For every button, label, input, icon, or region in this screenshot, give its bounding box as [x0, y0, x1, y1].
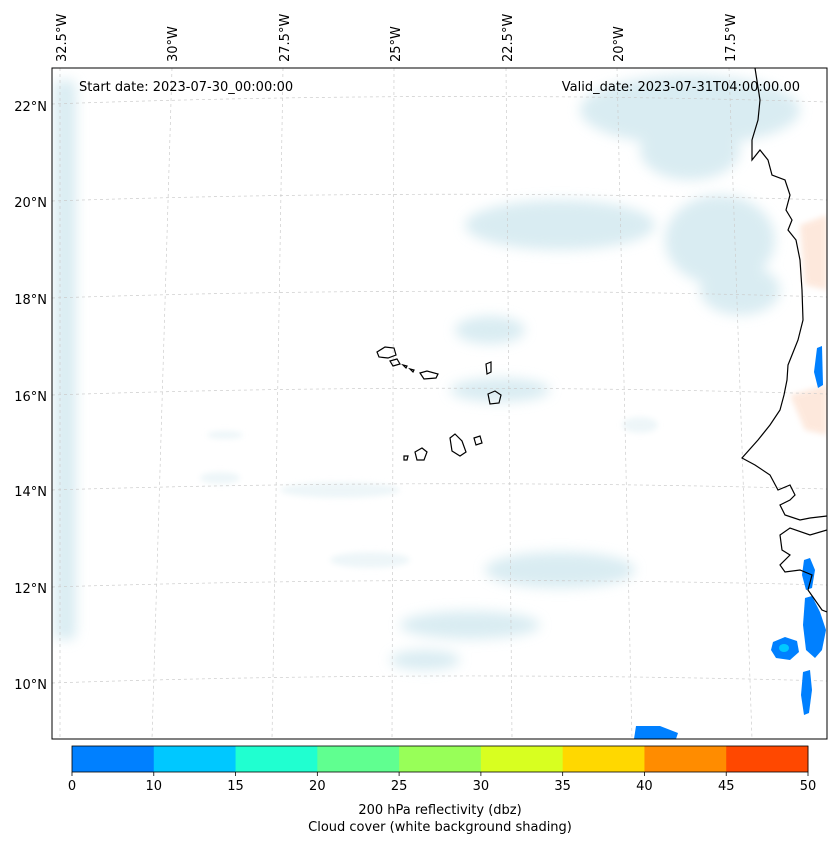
- africa-coastline: [741, 68, 827, 521]
- lat-label: 14°N: [14, 485, 47, 500]
- start-date-label: Start date: 2023-07-30_00:00:00: [79, 80, 293, 95]
- land-shading: [790, 215, 827, 435]
- colorbar-swatch: [644, 746, 727, 772]
- lon-label: 27.5°W: [278, 14, 293, 62]
- colorbar-swatch: [562, 746, 645, 772]
- colorbar-tick-label: 15: [227, 779, 244, 794]
- colorbar-tick-label: 25: [391, 779, 408, 794]
- lat-label: 16°N: [14, 390, 47, 405]
- cloud-cover-light: [200, 417, 658, 568]
- colorbar-tick-label: 10: [146, 779, 163, 794]
- colorbar-frame: [71, 745, 809, 773]
- lon-label: 32.5°W: [55, 14, 70, 62]
- colorbar-swatch: [317, 746, 400, 772]
- colorbar-subtitle: Cloud cover (white background shading): [308, 820, 572, 835]
- colorbar-tick-label: 30: [473, 779, 490, 794]
- colorbar: 0 10 15 20 25 30 35 40 45 50 200 hPa reflectivity…: [68, 745, 817, 835]
- colorbar-tick-label: 50: [800, 779, 817, 794]
- lat-label: 12°N: [14, 582, 47, 597]
- valid-date-label: Valid_date: 2023-07-31T04:00:00.00: [562, 80, 800, 95]
- colorbar-swatch: [153, 746, 237, 772]
- map-frame: [51, 67, 828, 740]
- lon-label: 20°W: [612, 26, 627, 62]
- colorbar-tick-label: 20: [309, 779, 326, 794]
- africa-coastline-south: [779, 527, 827, 613]
- lat-label: 18°N: [14, 293, 47, 308]
- lat-label: 22°N: [14, 100, 47, 115]
- gridlines: [52, 68, 827, 739]
- lon-label: 17.5°W: [724, 14, 739, 62]
- colorbar-title: 200 hPa reflectivity (dbz): [358, 803, 521, 818]
- colorbar-swatch: [480, 746, 564, 772]
- colorbar-swatch: [72, 746, 155, 772]
- cloud-cover-shading: [54, 75, 800, 670]
- lat-label: 10°N: [14, 678, 47, 693]
- lon-label: 25°W: [389, 26, 404, 62]
- colorbar-tick-label: 45: [718, 779, 735, 794]
- longitude-labels: 32.5°W 30°W 27.5°W 25°W 22.5°W 20°W 17.5…: [55, 14, 739, 62]
- lon-label: 22.5°W: [501, 14, 516, 62]
- colorbar-tick-label: 40: [636, 779, 653, 794]
- reflectivity-echoes: [634, 346, 826, 739]
- cape-verde-islands: [376, 346, 502, 461]
- latitude-labels: 22°N 20°N 18°N 16°N 14°N 12°N 10°N: [14, 100, 47, 693]
- lat-label: 20°N: [14, 196, 47, 211]
- lon-label: 30°W: [166, 26, 181, 62]
- colorbar-tick-label: 35: [554, 779, 571, 794]
- colorbar-swatch: [726, 746, 809, 772]
- colorbar-tick-label: 0: [68, 779, 76, 794]
- colorbar-swatch: [399, 746, 482, 772]
- colorbar-swatch: [235, 746, 318, 772]
- reflectivity-echoes-core: [779, 644, 789, 652]
